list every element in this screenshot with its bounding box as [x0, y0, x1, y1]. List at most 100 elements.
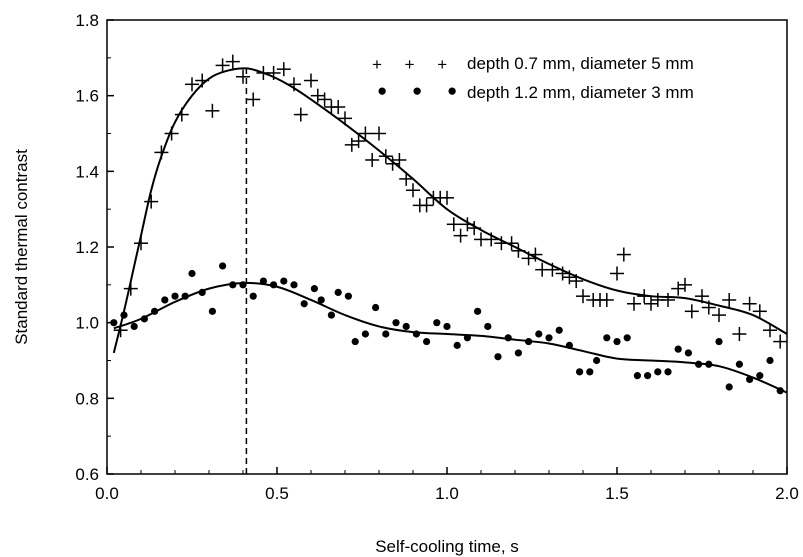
data-point-dot — [219, 262, 227, 270]
data-point-dot — [535, 330, 543, 338]
data-point-dot — [334, 288, 342, 296]
data-point-dot — [735, 360, 744, 368]
data-point-dot — [776, 387, 784, 395]
data-point-dot — [695, 360, 703, 368]
y-tick-label: 1.2 — [75, 238, 99, 257]
data-point-dot — [423, 337, 431, 346]
data-point-dot — [351, 337, 359, 346]
fit-curve-series-1 — [112, 67, 788, 354]
data-point-dot — [433, 319, 441, 327]
data-point-dot — [198, 288, 206, 296]
data-point-plus — [627, 296, 641, 311]
data-point-dot — [463, 334, 471, 342]
data-point-plus — [154, 145, 169, 160]
data-point-dot — [623, 334, 631, 342]
data-point-dot — [654, 368, 662, 376]
data-point-plus — [644, 296, 658, 311]
data-point-dot — [504, 334, 512, 342]
y-tick-label: 1.8 — [75, 11, 99, 30]
data-point-dot — [412, 330, 420, 338]
data-point-plus — [701, 300, 716, 315]
data-point-plus — [195, 73, 210, 88]
legend-symbol-series-2: ● ● ● — [377, 81, 467, 100]
data-point-dot — [705, 360, 713, 368]
y-axis-label: Standard thermal contrast — [12, 149, 31, 345]
x-tick-label: 1.5 — [605, 484, 629, 503]
data-point-dot — [684, 349, 693, 357]
x-axis-ticks: 0.0 0.5 1.0 1.5 2.0 — [95, 467, 799, 503]
y-axis-ticks: 0.6 0.8 1.0 1.2 1.4 1.6 1.8 — [75, 11, 114, 484]
data-point-dot — [474, 307, 482, 315]
data-point-plus — [722, 292, 737, 307]
data-point-dot — [344, 292, 352, 300]
data-point-plus — [419, 198, 434, 213]
data-point-plus — [440, 190, 454, 205]
data-point-dot — [576, 368, 584, 376]
data-point-plus — [511, 243, 526, 258]
data-point-plus — [358, 126, 373, 141]
legend-symbol-series-1: + + + — [372, 55, 456, 74]
data-point-plus — [610, 266, 624, 281]
data-point-plus — [555, 266, 570, 281]
data-point-dot — [181, 292, 189, 300]
y-tick-label: 1.0 — [75, 314, 99, 333]
data-point-plus — [460, 217, 475, 232]
data-point-plus — [732, 327, 747, 342]
data-point-dot — [593, 356, 601, 365]
x-axis-label: Self-cooling time, s — [375, 537, 519, 556]
data-point-plus — [742, 296, 757, 311]
data-point-plus — [236, 69, 250, 84]
data-point-plus — [773, 334, 788, 349]
data-points — [110, 54, 788, 395]
data-point-dot — [484, 322, 492, 331]
data-point-plus — [528, 247, 543, 262]
data-point-plus — [671, 281, 686, 296]
data-point-plus — [215, 58, 230, 73]
legend-label-series-1: depth 0.7 mm, diameter 5 mm — [467, 54, 694, 73]
data-point-dot — [443, 322, 451, 331]
data-point-plus — [317, 92, 332, 107]
data-point-plus — [637, 289, 652, 304]
data-point-plus — [695, 289, 709, 304]
data-point-plus — [467, 221, 482, 236]
data-point-dot — [715, 337, 723, 346]
data-point-plus — [246, 92, 261, 107]
data-point-plus — [616, 247, 631, 262]
data-point-dot — [674, 345, 682, 353]
data-point-plus — [392, 152, 407, 167]
data-point-plus — [385, 156, 400, 171]
data-point-dot — [249, 292, 257, 300]
data-point-dot — [586, 368, 594, 376]
fit-curves — [112, 67, 788, 394]
data-point-plus — [763, 323, 777, 338]
data-point-plus — [372, 126, 386, 141]
data-point-plus — [310, 88, 325, 103]
data-point-dot — [633, 372, 642, 380]
data-point-plus — [678, 277, 692, 292]
data-point-dot — [545, 334, 553, 342]
data-point-plus — [134, 236, 148, 251]
data-point-plus — [351, 134, 366, 149]
data-point-dot — [280, 277, 288, 285]
data-point-dot — [361, 330, 369, 338]
y-tick-label: 0.6 — [75, 465, 99, 484]
y-tick-label: 1.4 — [75, 162, 99, 181]
data-point-dot — [746, 375, 754, 384]
data-point-dot — [161, 296, 169, 304]
x-tick-label: 2.0 — [775, 484, 799, 503]
data-point-plus — [185, 77, 199, 92]
data-point-dot — [188, 269, 196, 278]
data-point-dot — [327, 311, 335, 319]
data-point-dot — [555, 326, 563, 334]
data-point-dot — [300, 300, 308, 308]
legend: + + + depth 0.7 mm, diameter 5 mm ● ● ● … — [372, 54, 694, 102]
data-point-dot — [171, 292, 179, 300]
data-point-plus — [521, 251, 536, 266]
data-point-plus — [331, 100, 346, 115]
data-point-plus — [576, 289, 590, 304]
data-point-dot — [494, 353, 502, 361]
data-point-plus — [304, 73, 318, 88]
data-point-plus — [562, 270, 577, 285]
data-point-plus — [338, 111, 352, 126]
data-point-plus — [266, 65, 281, 80]
